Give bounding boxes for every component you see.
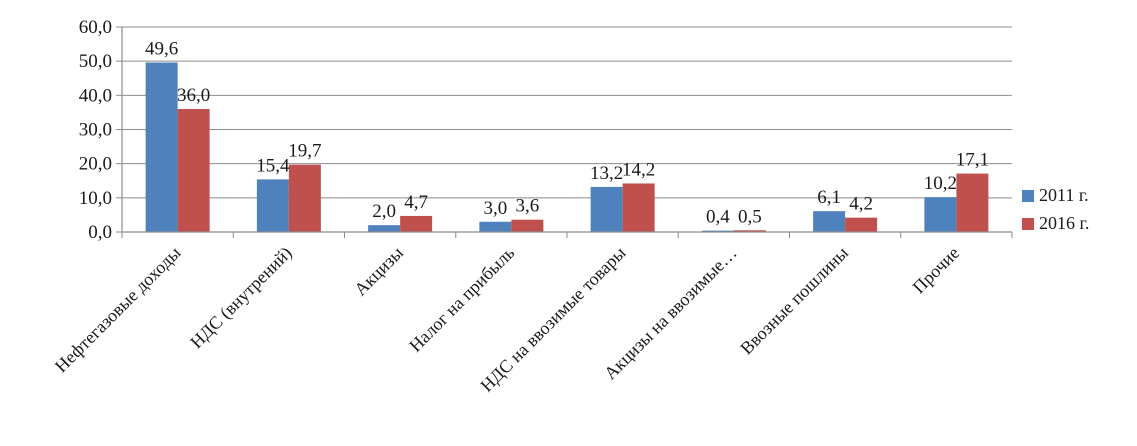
bar-series1 bbox=[145, 62, 178, 233]
data-label: 2,0 bbox=[372, 201, 396, 222]
data-label: 6,1 bbox=[817, 187, 841, 208]
bars bbox=[145, 62, 989, 233]
data-labels: 49,6 36,0 15,419,7 2,0 4,7 3,0 3,6 13,214,2 0,4 0… bbox=[145, 39, 989, 228]
bar-series2 bbox=[845, 217, 878, 232]
y-tick-label: 40,0 bbox=[79, 85, 112, 106]
bar-series1 bbox=[813, 211, 846, 232]
data-label: 36,0 bbox=[177, 85, 210, 106]
legend-label: 2016 г. bbox=[1039, 213, 1089, 233]
data-label: 15,4 bbox=[256, 155, 290, 176]
bar-series1 bbox=[701, 230, 734, 232]
bar-series1 bbox=[590, 186, 623, 232]
bar-series1 bbox=[368, 225, 401, 232]
legend-label: 2011 г. bbox=[1039, 185, 1089, 205]
bar-series2 bbox=[956, 173, 989, 232]
x-axis: Нефтегазовые доходы НДС (внутрений) Акцизы… bbox=[51, 231, 1013, 396]
data-label: 19,7 bbox=[288, 141, 321, 162]
data-label: 4,7 bbox=[404, 192, 428, 213]
data-label: 13,2 bbox=[590, 163, 623, 184]
y-tick-label: 20,0 bbox=[79, 154, 112, 175]
bar-series2 bbox=[400, 215, 433, 232]
bar-series1 bbox=[256, 179, 289, 232]
y-tick-label: 50,0 bbox=[79, 51, 112, 72]
x-tick-label: Акцизы bbox=[350, 243, 407, 300]
x-tick-label: Налог на прибыль bbox=[405, 243, 518, 356]
x-tick-label: НДС (внутрений) bbox=[186, 243, 296, 353]
bar-series2 bbox=[288, 164, 321, 232]
x-tick-label: Нефтегазовые доходы bbox=[51, 243, 185, 377]
y-tick-label: 60,0 bbox=[79, 17, 112, 38]
data-label: 10,2 bbox=[924, 173, 957, 194]
legend-swatch bbox=[1022, 218, 1034, 230]
bar-series2 bbox=[622, 183, 655, 232]
legend-item[interactable]: 2011 г. bbox=[1022, 185, 1089, 205]
data-label: 3,0 bbox=[484, 198, 508, 219]
data-label: 0,5 bbox=[738, 206, 762, 227]
bar-series2 bbox=[511, 219, 544, 232]
data-label: 3,6 bbox=[516, 196, 540, 217]
bar-series2 bbox=[733, 230, 766, 232]
data-label: 14,2 bbox=[622, 159, 655, 180]
legend-swatch bbox=[1022, 190, 1034, 202]
data-label: 17,1 bbox=[956, 150, 989, 171]
legend[interactable]: 2011 г. 2016 г. bbox=[1022, 185, 1089, 233]
data-label: 0,4 bbox=[706, 207, 730, 228]
y-tick-label: 10,0 bbox=[79, 188, 112, 209]
bar-series1 bbox=[924, 197, 957, 232]
data-label: 49,6 bbox=[145, 39, 178, 60]
bar-series1 bbox=[479, 221, 512, 232]
data-label: 4,2 bbox=[849, 194, 873, 215]
y-tick-label: 0,0 bbox=[88, 222, 112, 243]
y-tick-label: 30,0 bbox=[79, 120, 112, 141]
legend-item[interactable]: 2016 г. bbox=[1022, 213, 1089, 233]
x-tick-label: Прочие bbox=[909, 243, 964, 298]
bar-series2 bbox=[177, 109, 210, 232]
y-axis: 0,0 10,0 20,0 30,0 40,0 50,0 60,0 bbox=[79, 17, 123, 243]
gridlines bbox=[122, 26, 1012, 199]
x-tick-label: Ввозные пошлины bbox=[736, 243, 852, 359]
